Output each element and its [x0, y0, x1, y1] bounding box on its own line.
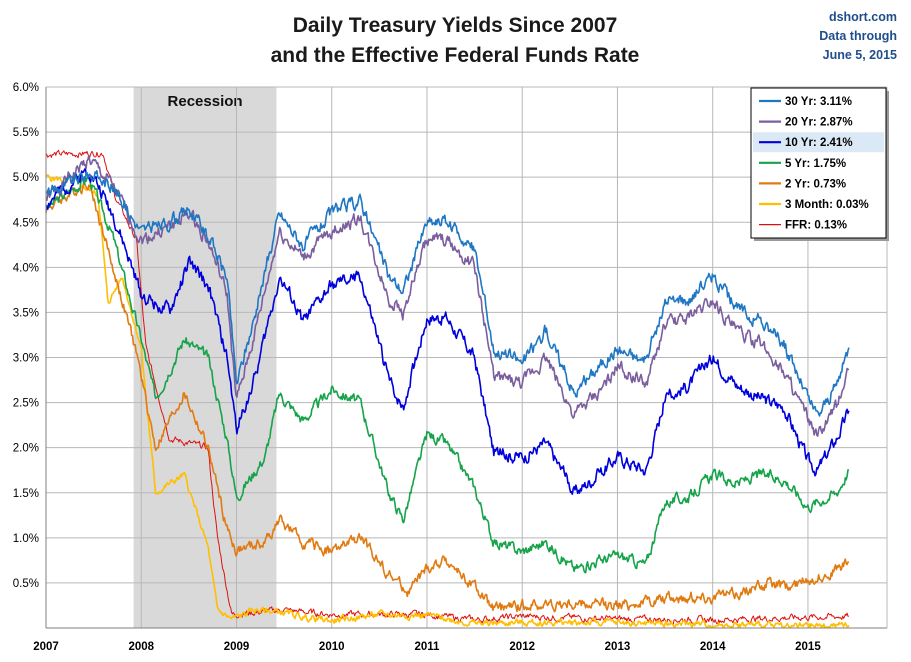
y-tick-label: 4.5%	[13, 217, 39, 229]
x-tick-label: 2009	[224, 641, 250, 653]
source-data-through: Data through	[819, 29, 897, 43]
series-line-2	[45, 167, 850, 495]
legend-label-4: 2 Yr: 0.73%	[785, 178, 846, 190]
x-tick-label: 2010	[319, 641, 345, 653]
legend-label-1: 20 Yr: 2.87%	[785, 117, 853, 129]
y-tick-label: 1.0%	[13, 533, 39, 545]
gridlines	[45, 86, 887, 628]
series-line-1	[45, 154, 850, 437]
x-tick-label: 2007	[33, 641, 59, 653]
legend: 30 Yr: 3.11% 20 Yr: 2.87% 10 Yr: 2.41% 5 Yr…	[750, 87, 889, 241]
y-tick-label: 6.0%	[13, 82, 39, 94]
y-tick-label: 5.5%	[13, 127, 39, 139]
series-line-5	[45, 174, 850, 628]
axes: 6.0% 5.5% 5.0% 4.5% 4.0% 3.5% 3.0% 2.5% 2.0% 1.5%…	[13, 82, 888, 653]
series-line-6	[45, 149, 849, 626]
x-tick-label: 2015	[795, 641, 821, 653]
y-tick-label: 2.0%	[13, 443, 39, 455]
y-tick-label: 1.5%	[13, 488, 39, 500]
x-tick-label: 2014	[700, 641, 726, 653]
series-layer	[45, 149, 850, 628]
chart-title-line-2: and the Effective Federal Funds Rate	[271, 44, 640, 67]
series-line-0	[46, 170, 850, 417]
y-tick-label: 5.0%	[13, 172, 39, 184]
y-tick-label: 3.0%	[13, 353, 39, 365]
legend-label-6: FFR: 0.13%	[785, 220, 847, 232]
y-tick-label: 2.5%	[13, 398, 39, 410]
series-line-3	[45, 176, 850, 574]
legend-label-0: 30 Yr: 3.11%	[785, 96, 852, 108]
series-line-4	[45, 181, 849, 613]
legend-label-3: 5 Yr: 1.75%	[785, 158, 846, 170]
legend-label-2: 10 Yr: 2.41%	[785, 137, 853, 149]
y-tick-label: 3.5%	[13, 307, 39, 319]
source-date: June 5, 2015	[823, 48, 897, 62]
x-tick-label: 2008	[128, 641, 154, 653]
source-site: dshort.com	[829, 10, 897, 24]
legend-highlight	[753, 132, 884, 153]
y-tick-label: 4.0%	[13, 262, 39, 274]
x-tick-label: 2012	[509, 641, 535, 653]
chart-title-line-1: Daily Treasury Yields Since 2007	[293, 14, 618, 37]
y-tick-label: 0.5%	[13, 578, 39, 590]
x-tick-label: 2013	[605, 641, 631, 653]
x-tick-label: 2011	[414, 641, 440, 653]
legend-label-5: 3 Month: 0.03%	[785, 199, 869, 211]
recession-label: Recession	[168, 93, 243, 110]
